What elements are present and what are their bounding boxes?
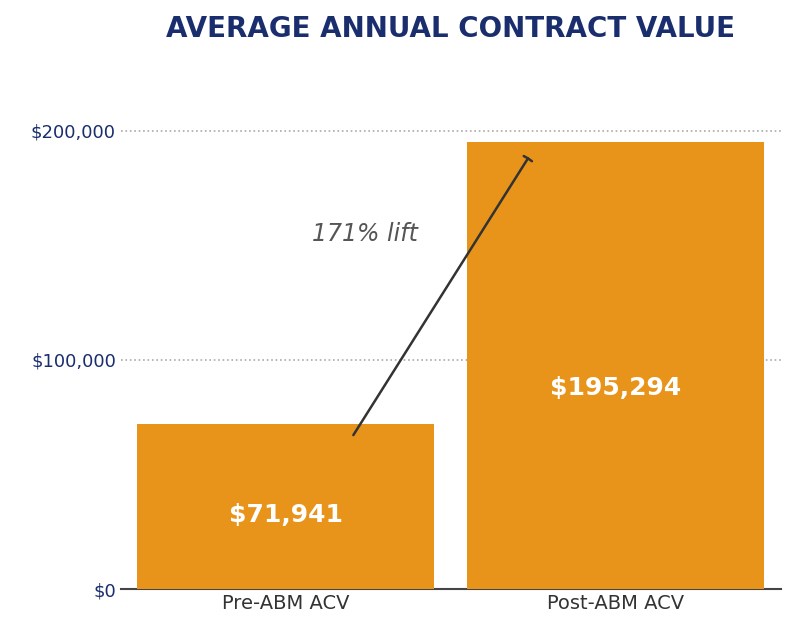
Bar — [467, 141, 764, 589]
Bar — [137, 425, 435, 589]
Text: $195,294: $195,294 — [550, 376, 681, 399]
Title: AVERAGE ANNUAL CONTRACT VALUE: AVERAGE ANNUAL CONTRACT VALUE — [166, 15, 736, 43]
Text: $71,941: $71,941 — [228, 503, 343, 527]
Text: 171% lift: 171% lift — [312, 222, 418, 246]
